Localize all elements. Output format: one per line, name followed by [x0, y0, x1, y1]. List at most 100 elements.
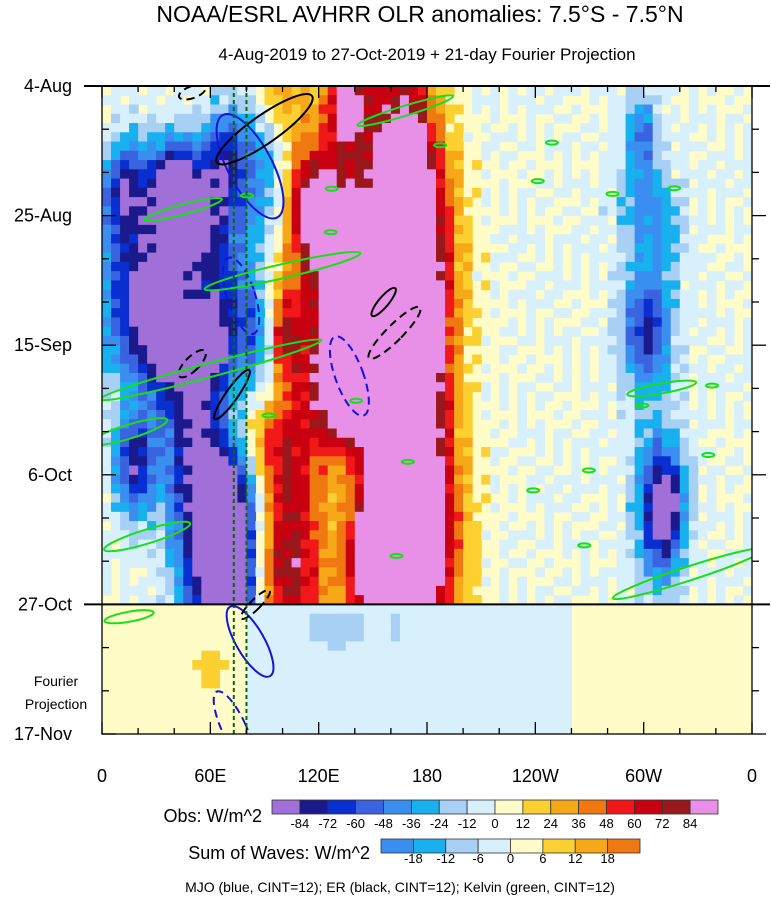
- anomaly-cell: [165, 169, 175, 180]
- anomaly-cell: [111, 419, 121, 430]
- wave-contour: [215, 93, 314, 166]
- anomaly-cell: [300, 261, 311, 272]
- anomaly-cell: [445, 178, 455, 189]
- anomaly-cell: [634, 150, 645, 161]
- anomaly-cell: [120, 150, 130, 161]
- anomaly-cell: [372, 391, 383, 402]
- anomaly-cell: [219, 308, 229, 319]
- anomaly-cell: [363, 308, 374, 319]
- anomaly-cell: [634, 465, 645, 476]
- anomaly-cell: [102, 585, 112, 596]
- anomaly-cell: [210, 141, 220, 152]
- anomaly-cell: [399, 558, 410, 568]
- anomaly-cell: [625, 86, 636, 96]
- anomaly-cell: [363, 715, 374, 726]
- anomaly-cell: [219, 178, 229, 189]
- anomaly-cell: [733, 187, 744, 198]
- anomaly-cell: [562, 548, 573, 559]
- anomaly-cell: [318, 447, 329, 457]
- anomaly-cell: [246, 308, 257, 319]
- anomaly-cell: [580, 382, 591, 393]
- anomaly-cell: [643, 558, 654, 568]
- anomaly-cell: [336, 502, 347, 513]
- anomaly-cell: [111, 474, 121, 485]
- anomaly-cell: [598, 410, 609, 420]
- anomaly-cell: [255, 113, 266, 124]
- anomaly-cell: [417, 530, 428, 541]
- anomaly-cell: [318, 252, 329, 263]
- anomaly-cell: [183, 261, 193, 272]
- anomaly-cell: [147, 382, 157, 393]
- anomaly-cell: [129, 271, 139, 281]
- anomaly-cell: [201, 178, 211, 189]
- anomaly-cell: [273, 558, 284, 568]
- anomaly-cell: [580, 511, 591, 522]
- anomaly-cell: [147, 113, 157, 124]
- anomaly-cell: [165, 539, 175, 550]
- anomaly-cell: [372, 372, 383, 383]
- anomaly-cell: [454, 511, 464, 522]
- anomaly-cell: [309, 86, 320, 96]
- anomaly-cell: [336, 197, 347, 207]
- anomaly-cell: [679, 234, 690, 244]
- anomaly-cell: [228, 234, 239, 244]
- anomaly-cell: [102, 132, 112, 143]
- anomaly-cell: [264, 659, 275, 670]
- anomaly-cell: [634, 437, 645, 448]
- anomaly-cell: [264, 669, 275, 680]
- anomaly-cell: [571, 86, 582, 96]
- anomaly-cell: [408, 650, 419, 661]
- anomaly-cell: [102, 428, 112, 439]
- anomaly-cell: [688, 493, 699, 504]
- anomaly-cell: [255, 187, 266, 198]
- anomaly-cell: [363, 521, 374, 531]
- anomaly-cell: [120, 160, 130, 170]
- anomaly-cell: [282, 317, 293, 328]
- anomaly-cell: [454, 335, 464, 346]
- anomaly-cell: [417, 169, 428, 180]
- anomaly-cell: [318, 197, 329, 207]
- anomaly-cell: [427, 659, 437, 670]
- anomaly-cell: [381, 706, 392, 717]
- anomaly-cell: [138, 585, 148, 596]
- anomaly-cell: [165, 372, 175, 383]
- anomaly-cell: [652, 447, 663, 457]
- anomaly-cell: [463, 447, 473, 457]
- anomaly-cell: [309, 363, 320, 374]
- anomaly-cell: [372, 493, 383, 504]
- anomaly-cell: [237, 289, 248, 300]
- anomaly-cell: [625, 456, 636, 467]
- anomaly-cell: [147, 400, 157, 411]
- anomaly-cell: [517, 585, 527, 596]
- anomaly-cell: [562, 622, 573, 633]
- anomaly-cell: [463, 224, 473, 235]
- anomaly-cell: [147, 335, 157, 346]
- anomaly-cell: [454, 410, 464, 420]
- anomaly-cell: [138, 206, 148, 217]
- anomaly-cell: [688, 298, 699, 309]
- anomaly-cell: [192, 169, 202, 180]
- anomaly-cell: [381, 502, 392, 513]
- anomaly-cell: [472, 187, 482, 198]
- anomaly-cell: [427, 317, 437, 328]
- anomaly-cell: [354, 160, 365, 170]
- anomaly-cell: [445, 437, 455, 448]
- anomaly-cell: [625, 243, 636, 254]
- anomaly-cell: [345, 474, 356, 485]
- anomaly-cell: [679, 511, 690, 522]
- anomaly-cell: [463, 437, 473, 448]
- anomaly-cell: [201, 502, 211, 513]
- kelvin-contour: [605, 190, 620, 197]
- anomaly-cell: [454, 243, 464, 254]
- anomaly-cell: [138, 197, 148, 207]
- anomaly-cell: [282, 687, 293, 698]
- anomaly-cell: [345, 261, 356, 272]
- anomaly-cell: [463, 484, 473, 494]
- anomaly-cell: [120, 326, 130, 337]
- anomaly-cell: [336, 178, 347, 189]
- anomaly-cell: [336, 474, 347, 485]
- anomaly-cell: [381, 141, 392, 152]
- anomaly-cell: [517, 419, 527, 430]
- anomaly-cell: [616, 132, 627, 143]
- anomaly-cell: [336, 298, 347, 309]
